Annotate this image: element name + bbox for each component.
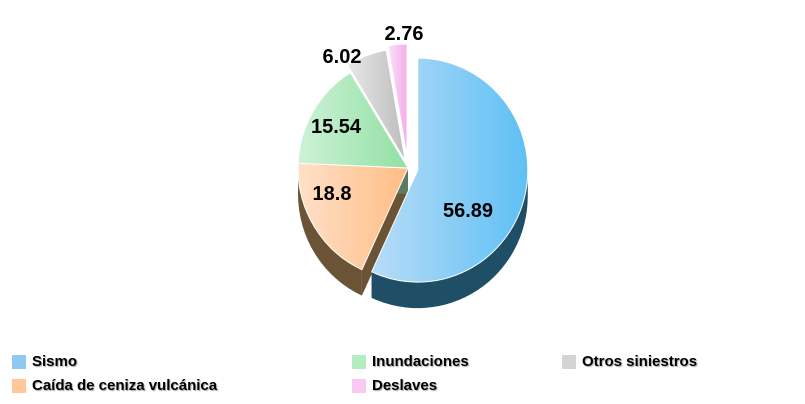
pie-slice-inundaciones	[297, 71, 409, 169]
pie-slice-ceniza	[297, 162, 409, 271]
data-label-deslaves: 2.76	[385, 23, 424, 45]
pie-side-sismo	[371, 170, 528, 309]
pie-data-labels: 56.89 18.8 15.54 6.02 2.76	[311, 23, 493, 222]
pie-slice-deslaves	[387, 43, 408, 157]
data-label-inundaciones: 15.54	[311, 116, 362, 138]
pie-slice-sismo	[370, 57, 529, 283]
data-label-sismo: 56.89	[443, 200, 493, 222]
data-label-otros: 6.02	[323, 46, 362, 68]
data-label-ceniza: 18.8	[313, 183, 352, 205]
pie-slices	[297, 43, 529, 283]
pie-side-ceniza	[298, 168, 362, 296]
pie-slice-otros	[346, 49, 406, 161]
pie-wall-ceniza	[361, 168, 408, 296]
